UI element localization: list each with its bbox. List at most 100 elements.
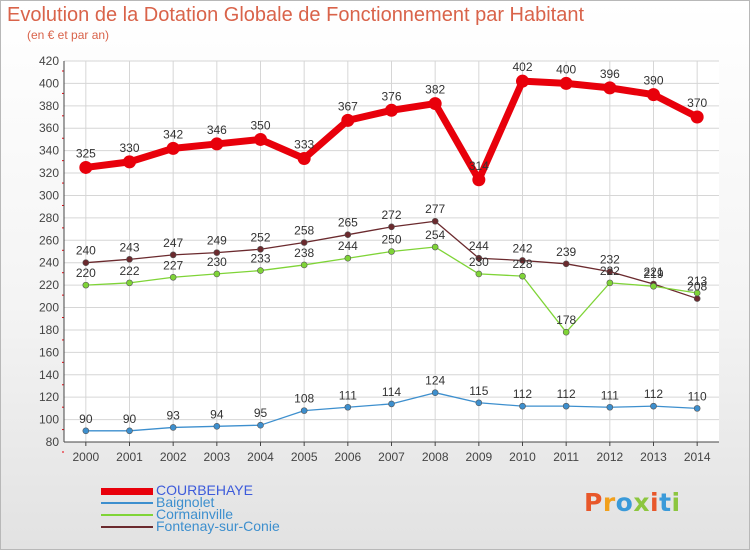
data-point xyxy=(344,403,352,411)
data-label: 110 xyxy=(688,389,707,403)
data-point xyxy=(388,223,395,231)
data-label: 325 xyxy=(76,146,96,160)
logo-letter: t xyxy=(659,488,672,517)
data-label: 243 xyxy=(119,240,139,254)
data-point xyxy=(82,427,90,435)
data-point xyxy=(475,399,483,407)
data-point xyxy=(169,424,177,431)
data-label: 244 xyxy=(338,239,358,253)
data-label: 115 xyxy=(469,384,488,398)
data-point xyxy=(519,402,526,410)
logo-letter: x xyxy=(633,488,650,517)
legend-item: Cormainville xyxy=(101,506,361,522)
data-point xyxy=(690,110,704,124)
data-point xyxy=(472,173,486,187)
logo-letter: o xyxy=(615,488,634,517)
data-point xyxy=(79,160,93,174)
data-point xyxy=(300,261,308,269)
data-label: 222 xyxy=(600,264,620,278)
data-point xyxy=(169,273,177,281)
series-layer xyxy=(79,74,704,435)
data-label: 219 xyxy=(643,267,663,281)
x-tick-label: 2011 xyxy=(553,450,579,464)
y-tick-label: 240 xyxy=(39,256,59,270)
legend-swatch xyxy=(101,514,153,516)
data-point xyxy=(516,74,529,88)
data-label: 94 xyxy=(210,407,224,421)
data-point xyxy=(123,155,136,169)
data-label: 208 xyxy=(687,280,707,294)
data-point xyxy=(606,279,614,287)
x-tick-label: 2006 xyxy=(334,450,361,464)
data-label: 124 xyxy=(425,374,445,388)
data-label: 227 xyxy=(163,258,183,272)
legend-swatch xyxy=(101,502,153,504)
data-point xyxy=(300,407,308,414)
data-point xyxy=(257,421,264,429)
y-tick-label: 140 xyxy=(39,368,59,382)
data-label: 112 xyxy=(513,387,532,401)
data-label: 242 xyxy=(512,241,532,255)
y-tick-label: 120 xyxy=(39,390,59,404)
data-label: 390 xyxy=(643,74,663,88)
data-point xyxy=(606,403,614,411)
data-label: 114 xyxy=(382,385,401,399)
data-point xyxy=(428,97,442,111)
y-tick-label: 80 xyxy=(46,435,60,449)
data-label: 346 xyxy=(207,123,227,137)
x-tick-label: 2003 xyxy=(203,450,230,464)
x-tick-label: 2008 xyxy=(422,450,449,464)
x-tick-label: 2012 xyxy=(596,450,623,464)
data-point xyxy=(169,251,177,259)
data-point xyxy=(519,257,526,264)
x-tick-label: 2000 xyxy=(72,450,99,464)
data-label: 400 xyxy=(556,62,576,76)
data-point xyxy=(254,132,267,146)
data-point xyxy=(693,295,701,302)
data-label: 228 xyxy=(512,257,532,271)
data-point xyxy=(693,405,701,412)
data-point xyxy=(562,260,570,268)
data-point xyxy=(166,141,180,155)
y-tick-label: 100 xyxy=(39,413,59,427)
data-label: 277 xyxy=(425,202,445,216)
data-label: 230 xyxy=(469,255,489,269)
x-tick-label: 2010 xyxy=(509,450,536,464)
legend-swatch xyxy=(101,488,153,495)
y-tick-label: 180 xyxy=(39,323,59,337)
data-label: 240 xyxy=(76,244,96,258)
legend-item: Fontenay-sur-Conie xyxy=(101,518,361,534)
data-point xyxy=(388,400,395,408)
data-label: 90 xyxy=(123,412,137,426)
data-point xyxy=(82,281,90,289)
data-label: 238 xyxy=(294,246,314,260)
data-label: 108 xyxy=(294,392,314,406)
data-point xyxy=(519,272,526,280)
data-label: 265 xyxy=(338,216,358,230)
data-point xyxy=(385,103,398,117)
legend-label: Baignolet xyxy=(156,494,215,510)
data-label: 111 xyxy=(339,388,358,402)
y-tick-label: 320 xyxy=(39,166,59,180)
data-label: 342 xyxy=(163,127,183,141)
data-point xyxy=(559,76,573,90)
data-label: 258 xyxy=(294,224,314,238)
data-label: 272 xyxy=(381,208,401,222)
data-label: 90 xyxy=(79,412,93,426)
y-tick-label: 400 xyxy=(39,76,59,90)
data-point xyxy=(257,267,264,274)
data-label: 220 xyxy=(76,266,96,280)
logo-letter: i xyxy=(650,488,660,517)
data-label: 382 xyxy=(425,83,445,97)
chart-title: Evolution de la Dotation Globale de Fonc… xyxy=(7,4,585,26)
data-point xyxy=(475,270,483,278)
data-point xyxy=(126,279,133,287)
data-point xyxy=(213,423,221,430)
legend-item: Baignolet xyxy=(101,494,361,510)
y-tick-label: 200 xyxy=(39,301,59,315)
data-point xyxy=(300,239,308,246)
x-tick-label: 2013 xyxy=(640,450,667,464)
data-point xyxy=(475,254,483,262)
y-tick-label: 280 xyxy=(39,211,59,225)
data-label: 95 xyxy=(254,406,268,420)
